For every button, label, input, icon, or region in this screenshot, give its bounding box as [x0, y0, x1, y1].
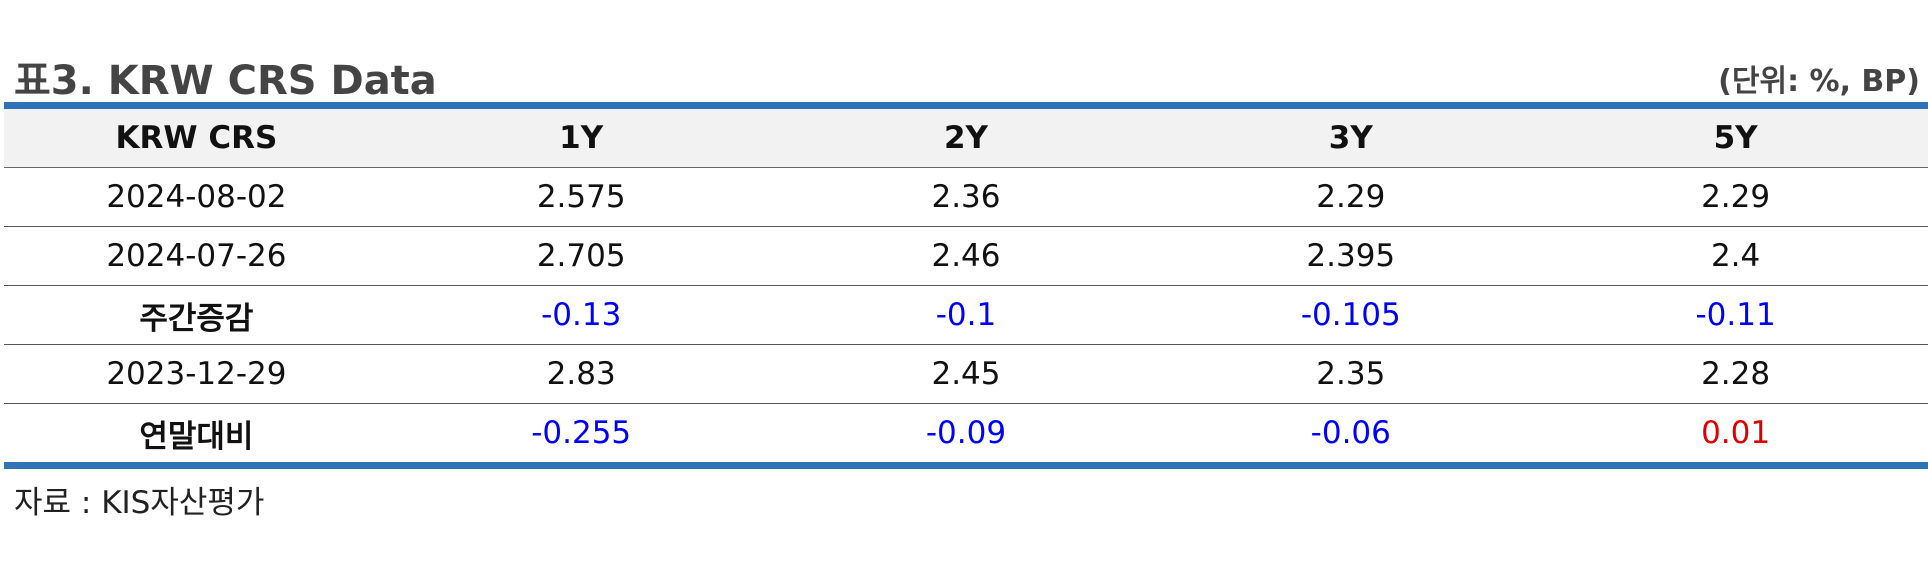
cell-1y: 2.705 [388, 226, 774, 286]
cell-3y: 2.29 [1158, 167, 1544, 227]
cell-5y: 2.29 [1543, 167, 1928, 227]
table-figure: 표3. KRW CRS Data (단위: %, BP) KRW CRS 1Y … [4, 40, 1928, 522]
row-label: 2024-07-26 [4, 226, 389, 286]
krw-crs-table: KRW CRS 1Y 2Y 3Y 5Y 2024-08-02 2.575 2.3… [4, 102, 1928, 469]
cell-2y: 2.46 [773, 226, 1159, 286]
table-row: 2024-08-02 2.575 2.36 2.29 2.29 [4, 167, 1928, 227]
row-label: 연말대비 [139, 418, 254, 455]
unit-note: (단위: %, BP) [1718, 64, 1920, 99]
cell-1y: 2.575 [388, 167, 774, 227]
table-title: 표3. KRW CRS Data [14, 58, 437, 104]
table-row: 2024-07-26 2.705 2.46 2.395 2.4 [4, 226, 1928, 286]
cell-5y: 0.01 [1701, 415, 1771, 451]
cell-3y: 2.35 [1158, 344, 1544, 404]
table-row: 2023-12-29 2.83 2.45 2.35 2.28 [4, 344, 1928, 404]
cell-3y: -0.06 [1310, 415, 1391, 451]
cell-2y: -0.1 [773, 285, 1159, 345]
row-label: 2024-08-02 [4, 167, 389, 227]
header-cell-2y: 2Y [773, 105, 1159, 168]
header-cell-1y: 1Y [388, 105, 774, 168]
header-cell-5y: 5Y [1543, 105, 1928, 168]
header-cell-krw-crs: KRW CRS [4, 105, 389, 168]
source-note: 자료 : KIS자산평가 [14, 485, 265, 521]
cell-5y: 2.4 [1543, 226, 1928, 286]
cell-2y: 2.36 [773, 167, 1159, 227]
header-cell-3y: 3Y [1158, 105, 1544, 168]
cell-1y: 2.83 [388, 344, 774, 404]
cell-3y: 2.395 [1158, 226, 1544, 286]
title-row: 표3. KRW CRS Data (단위: %, BP) [4, 40, 1928, 104]
table-row-weekly-change: 주간증감 -0.13 -0.1 -0.105 -0.11 [4, 285, 1928, 345]
table-row-ytd-change: 연말대비 -0.255 -0.09 -0.06 0.01 [4, 404, 1928, 466]
header-row: KRW CRS 1Y 2Y 3Y 5Y [4, 105, 1928, 168]
cell-5y: 2.28 [1543, 344, 1928, 404]
cell-3y: -0.105 [1158, 285, 1544, 345]
cell-1y: -0.13 [388, 285, 774, 345]
row-label: 2023-12-29 [4, 344, 389, 404]
cell-2y: -0.09 [925, 415, 1007, 451]
cell-5y: -0.11 [1543, 285, 1928, 345]
row-label: 주간증감 [4, 285, 389, 345]
cell-1y: -0.255 [531, 415, 632, 451]
cell-2y: 2.45 [773, 344, 1159, 404]
